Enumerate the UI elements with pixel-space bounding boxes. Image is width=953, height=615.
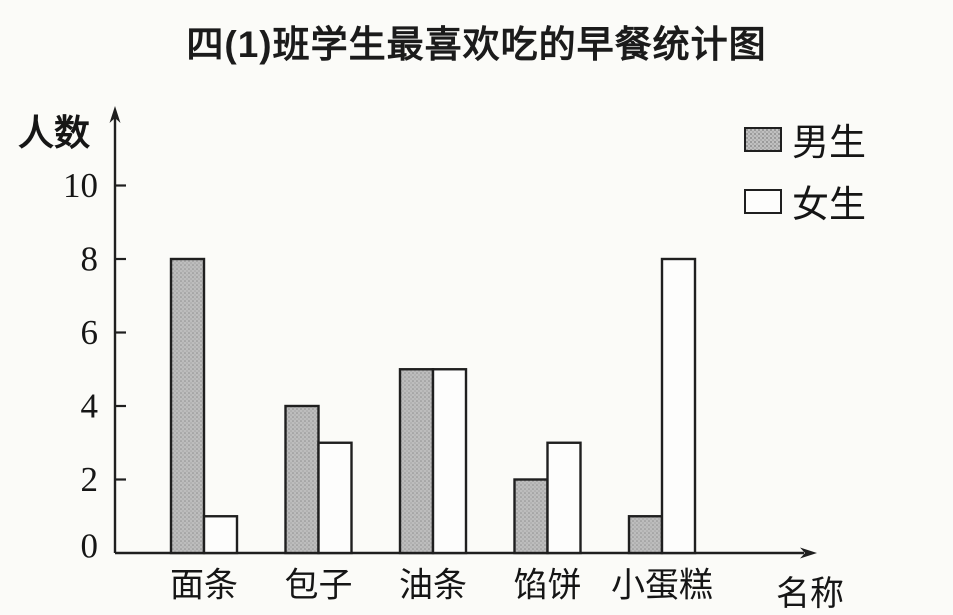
- bar-girls-0: [202, 515, 239, 555]
- bar-girls-2: [431, 368, 468, 555]
- x-category-label: 面条: [170, 567, 238, 605]
- x-category-label: 馅饼: [514, 567, 582, 605]
- x-category-label: 油条: [399, 567, 467, 605]
- legend-label-girls: 女生: [792, 185, 866, 226]
- bar-boys-0: [169, 257, 206, 555]
- y-tick-label: 0: [81, 527, 99, 566]
- chart-title: 四(1)班学生最喜欢吃的早餐统计图: [186, 24, 767, 65]
- chart-legend: 男生 女生: [744, 108, 866, 232]
- y-axis-arrow-icon: [109, 106, 121, 123]
- legend-swatch-girls-icon: [744, 188, 782, 214]
- x-category-label: 包子: [285, 567, 353, 605]
- y-tick-label: 2: [81, 460, 99, 499]
- bar-boys-2: [398, 368, 435, 555]
- bar-girls-1: [317, 441, 353, 555]
- y-tick-label: 6: [81, 313, 99, 352]
- y-tick-label: 8: [81, 240, 99, 279]
- bar-boys-4: [627, 515, 664, 555]
- bar-girls-3: [546, 441, 582, 555]
- bar-boys-3: [513, 478, 549, 555]
- legend-item-boys: 男生: [744, 108, 866, 170]
- y-tick-label: 4: [81, 387, 99, 426]
- bar-girls-4: [660, 257, 697, 555]
- y-axis-label: 人数: [18, 113, 91, 153]
- legend-swatch-boys-icon: [744, 126, 782, 152]
- y-tick-label: 10: [63, 166, 98, 205]
- x-axis-label: 名称: [776, 576, 844, 613]
- legend-label-boys: 男生: [792, 123, 866, 164]
- x-category-label: 小蛋糕: [611, 567, 713, 605]
- legend-item-girls: 女生: [744, 170, 866, 232]
- x-axis-arrow-icon: [800, 547, 817, 559]
- bar-boys-1: [284, 404, 320, 555]
